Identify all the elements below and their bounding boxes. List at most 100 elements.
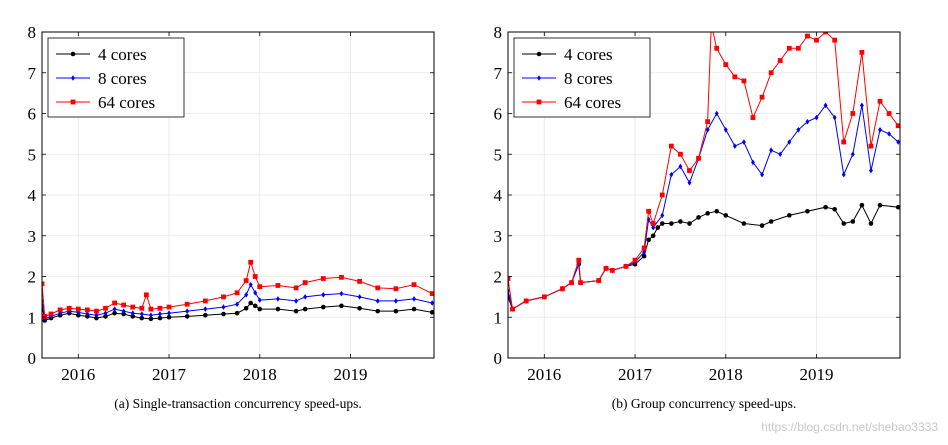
series-line-2 bbox=[42, 260, 433, 318]
data-point-2 bbox=[42, 281, 45, 287]
data-point-2 bbox=[523, 298, 529, 304]
chart-caption: (a) Single-transaction concurrency speed… bbox=[114, 396, 361, 411]
data-point-0 bbox=[411, 306, 417, 312]
data-point-0 bbox=[75, 312, 81, 318]
data-point-0 bbox=[112, 310, 117, 316]
data-point-0 bbox=[646, 237, 651, 243]
data-point-2 bbox=[257, 284, 263, 290]
data-point-1 bbox=[887, 131, 892, 137]
data-point-2 bbox=[248, 259, 254, 265]
data-point-0 bbox=[302, 306, 308, 312]
data-point-2 bbox=[234, 290, 240, 296]
data-point-2 bbox=[596, 278, 602, 283]
data-point-1 bbox=[121, 308, 126, 314]
data-point-0 bbox=[877, 202, 883, 208]
data-point-1 bbox=[678, 163, 683, 170]
y-tick-label: 6 bbox=[494, 105, 503, 124]
chart-caption: (b) Group concurrency speed-ups. bbox=[612, 396, 796, 411]
data-point-2 bbox=[632, 257, 638, 263]
data-point-1 bbox=[896, 139, 900, 145]
data-point-2 bbox=[623, 263, 629, 269]
data-point-0 bbox=[203, 312, 208, 318]
data-point-0 bbox=[641, 253, 647, 259]
data-point-2 bbox=[130, 304, 136, 310]
data-point-2 bbox=[166, 304, 172, 310]
data-point-2 bbox=[741, 78, 747, 84]
data-point-2 bbox=[84, 307, 90, 313]
y-tick-label: 7 bbox=[494, 64, 503, 83]
y-tick-label: 7 bbox=[28, 64, 37, 83]
data-point-2 bbox=[508, 276, 511, 281]
data-point-2 bbox=[895, 123, 900, 129]
data-point-1 bbox=[158, 311, 162, 317]
data-point-2 bbox=[646, 208, 652, 214]
x-tick-label: 2016 bbox=[61, 365, 95, 384]
data-point-1 bbox=[869, 167, 873, 174]
data-point-0 bbox=[148, 316, 154, 322]
data-point-2 bbox=[202, 298, 208, 304]
y-tick-label: 3 bbox=[28, 227, 37, 246]
legend-marker bbox=[536, 99, 542, 105]
data-point-2 bbox=[786, 45, 792, 51]
data-point-1 bbox=[850, 151, 855, 158]
y-tick-label: 5 bbox=[28, 145, 37, 164]
data-point-0 bbox=[687, 221, 692, 226]
data-point-2 bbox=[705, 119, 711, 125]
data-point-0 bbox=[121, 311, 126, 317]
data-point-2 bbox=[768, 70, 774, 76]
data-point-1 bbox=[841, 171, 846, 178]
data-point-2 bbox=[823, 32, 828, 35]
series-line-1 bbox=[42, 283, 433, 320]
data-point-2 bbox=[814, 37, 819, 43]
data-point-2 bbox=[139, 305, 145, 311]
data-point-0 bbox=[257, 306, 263, 312]
data-point-1 bbox=[760, 171, 765, 178]
data-point-1 bbox=[430, 300, 434, 306]
legend-label: 64 cores bbox=[564, 93, 621, 112]
data-point-1 bbox=[112, 306, 117, 312]
series-line-0 bbox=[42, 302, 433, 322]
y-tick-label: 3 bbox=[494, 227, 503, 246]
y-tick-label: 4 bbox=[494, 186, 503, 205]
data-point-1 bbox=[660, 212, 665, 219]
data-point-0 bbox=[357, 305, 362, 311]
data-point-0 bbox=[130, 314, 136, 319]
data-point-1 bbox=[244, 292, 249, 298]
data-point-2 bbox=[805, 33, 810, 39]
watermark-text: https://blog.csdn.net/shebao3333 bbox=[761, 420, 938, 434]
data-point-2 bbox=[375, 285, 381, 291]
data-point-2 bbox=[357, 278, 362, 284]
legend: 4 cores 8 cores 64 cores bbox=[513, 37, 651, 118]
data-point-2 bbox=[429, 291, 434, 297]
data-point-2 bbox=[252, 274, 258, 279]
x-tick-label: 2017 bbox=[618, 365, 653, 384]
data-point-2 bbox=[687, 168, 692, 173]
data-point-0 bbox=[678, 219, 683, 224]
data-point-2 bbox=[57, 307, 63, 313]
legend: 4 cores 8 cores 64 cores bbox=[47, 37, 185, 118]
data-point-0 bbox=[841, 221, 847, 226]
x-tick-label: 2016 bbox=[527, 365, 561, 384]
x-tick-label: 2019 bbox=[334, 365, 368, 384]
data-point-2 bbox=[759, 94, 765, 100]
legend-label: 4 cores bbox=[564, 45, 613, 64]
data-point-2 bbox=[569, 280, 574, 286]
legend-label: 4 cores bbox=[98, 45, 147, 64]
y-tick-label: 1 bbox=[28, 308, 37, 327]
data-point-2 bbox=[723, 62, 729, 67]
data-point-1 bbox=[253, 290, 258, 296]
x-tick-label: 2018 bbox=[243, 365, 277, 384]
y-tick-label: 2 bbox=[494, 268, 503, 287]
data-point-2 bbox=[650, 221, 656, 226]
chart-group-concurrency: 0 1 2 3 4 5 6 7 8 2016 2017 2018 2019 4 cores 8 cores 6… bbox=[494, 23, 901, 411]
data-point-1 bbox=[203, 306, 208, 312]
data-point-2 bbox=[541, 294, 547, 300]
data-point-2 bbox=[609, 267, 615, 273]
data-point-2 bbox=[777, 58, 783, 63]
data-point-2 bbox=[641, 245, 647, 251]
legend-marker bbox=[71, 75, 75, 81]
data-point-0 bbox=[252, 303, 258, 309]
data-point-2 bbox=[732, 74, 738, 80]
data-point-0 bbox=[768, 219, 774, 224]
data-point-0 bbox=[375, 308, 381, 314]
